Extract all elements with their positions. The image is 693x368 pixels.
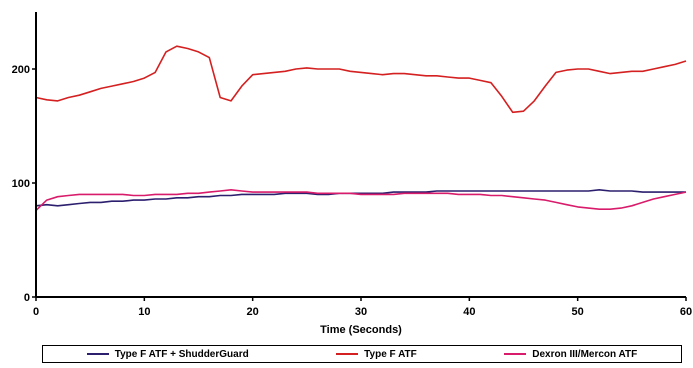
y-tick-label: 200: [12, 64, 30, 76]
x-tick-label: 60: [680, 306, 692, 318]
series-line-shudderguard: [35, 189, 686, 207]
x-tick-label: 0: [33, 306, 39, 318]
legend-label-type-f: Type F ATF: [364, 348, 417, 360]
x-tick-label: 50: [572, 306, 584, 318]
y-tick-label: 0: [24, 292, 30, 304]
x-tick-label: 20: [247, 306, 259, 318]
series-layer: [35, 45, 687, 211]
legend-swatch-type-f: [336, 353, 359, 355]
legend-swatch-shudderguard: [86, 353, 109, 355]
y-ticks: 0 100 200: [12, 64, 36, 304]
plot-area: [36, 12, 686, 297]
legend-label-dexron: Dexron III/Mercon ATF: [532, 348, 638, 360]
x-tick-label: 40: [463, 306, 475, 318]
y-tick-label: 100: [12, 178, 30, 190]
legend-label-shudderguard: Type F ATF + ShudderGuard: [114, 348, 249, 360]
x-axis-title: Time (Seconds): [320, 324, 402, 336]
series-line-type-f: [35, 45, 687, 114]
legend-swatch-dexron: [504, 353, 527, 355]
x-tick-label: 10: [138, 306, 150, 318]
legend-item-dexron: Dexron III/Mercon ATF: [504, 349, 637, 360]
line-chart: 0 100 200 0 10 20 30 40 50 60 Time (Seconds): [12, 12, 692, 336]
legend-item-shudderguard: Type F ATF + ShudderGuard: [86, 348, 249, 360]
series-line-dexron: [35, 189, 687, 211]
x-ticks: 0 10 20 30 40 50 60: [33, 297, 692, 318]
legend: Type F ATF + ShudderGuard Type F ATF Dex…: [42, 345, 682, 363]
x-tick-label: 30: [355, 306, 367, 318]
legend-item-type-f: Type F ATF: [336, 349, 417, 360]
